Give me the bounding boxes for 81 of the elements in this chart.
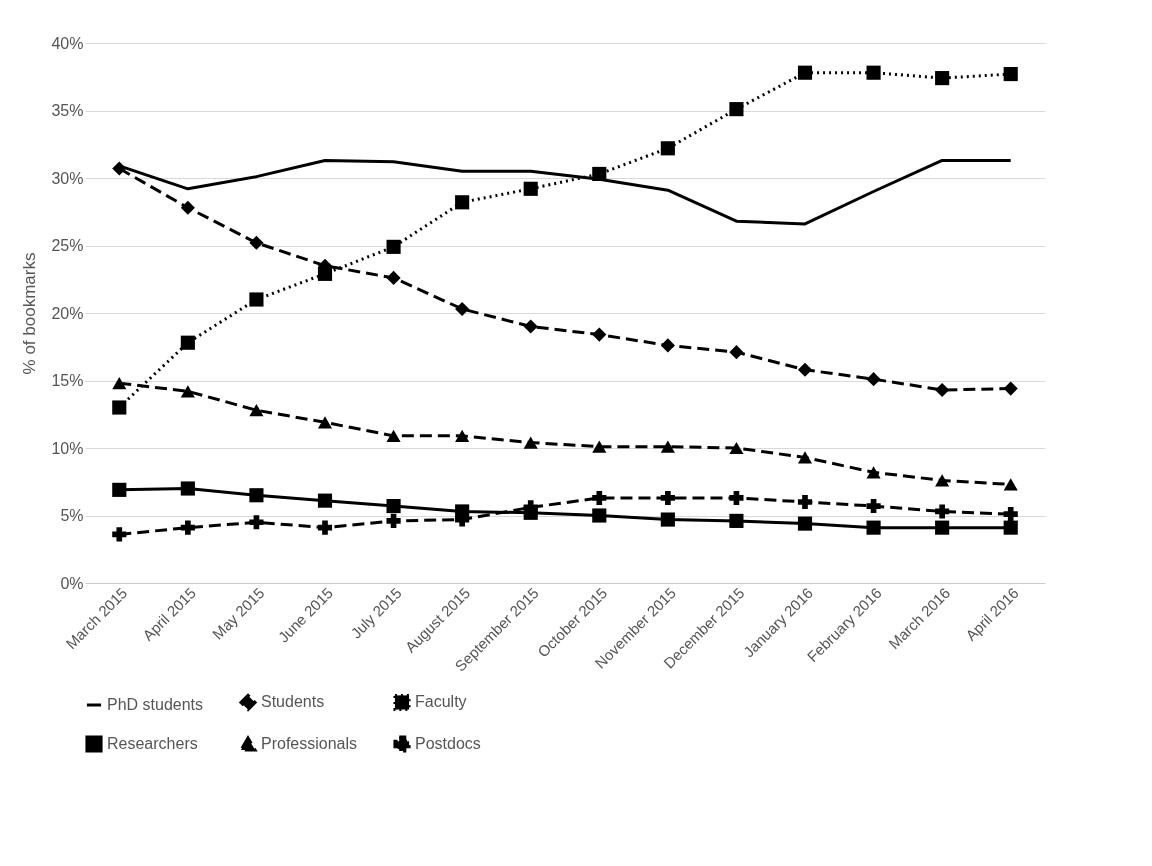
- point: [1003, 478, 1018, 491]
- point: [797, 65, 813, 80]
- point: [180, 200, 195, 215]
- point: [112, 527, 127, 542]
- legend-label: PhD students: [107, 696, 204, 713]
- point: [660, 141, 675, 156]
- point: [797, 516, 813, 531]
- point: [729, 441, 744, 455]
- point: [660, 512, 675, 527]
- point: [935, 71, 950, 86]
- point: [660, 338, 675, 353]
- y-tick-label: 10%: [51, 439, 84, 457]
- point: [249, 404, 264, 417]
- point: [866, 65, 881, 80]
- point: [249, 488, 264, 503]
- point: [386, 498, 401, 514]
- point: [866, 498, 881, 514]
- point: [249, 515, 264, 530]
- legend-label: Students: [261, 693, 325, 711]
- legend-label: Researchers: [107, 735, 198, 752]
- point: [249, 292, 264, 307]
- point: [386, 429, 401, 442]
- point: [112, 482, 127, 497]
- point: [592, 327, 607, 342]
- point: [935, 520, 950, 535]
- point: [523, 436, 538, 449]
- point: [729, 490, 744, 506]
- point: [455, 429, 470, 442]
- legend-label: Professionals: [261, 735, 358, 752]
- point: [592, 490, 607, 506]
- point: [935, 504, 950, 519]
- point: [112, 161, 127, 176]
- legend-label: Faculty: [415, 693, 467, 711]
- point: [729, 513, 744, 528]
- point: [523, 181, 538, 196]
- point: [386, 239, 401, 254]
- point: [180, 481, 195, 496]
- point: [1003, 66, 1018, 82]
- point: [660, 440, 675, 453]
- y-tick-label: 0%: [60, 574, 84, 592]
- point: [729, 345, 744, 360]
- point: [455, 301, 470, 317]
- point: [523, 319, 538, 334]
- point: [797, 494, 813, 510]
- y-tick-label: 30%: [51, 169, 84, 187]
- y-tick-label: 20%: [51, 304, 84, 322]
- point: [180, 520, 195, 535]
- point: [386, 513, 401, 528]
- point: [112, 400, 127, 415]
- point: [386, 270, 401, 285]
- point: [866, 466, 881, 479]
- point: [935, 382, 950, 398]
- point: [317, 416, 333, 429]
- y-axis-title: % of bookmarks: [20, 252, 40, 375]
- point: [866, 372, 881, 387]
- point: [866, 520, 881, 535]
- point: [935, 474, 950, 487]
- point: [317, 493, 333, 508]
- point: [180, 335, 195, 350]
- point: [455, 195, 470, 210]
- point: [317, 520, 333, 535]
- point: [249, 235, 264, 250]
- point: [797, 451, 813, 464]
- y-tick-label: 40%: [51, 34, 84, 52]
- point: [592, 166, 607, 182]
- point: [660, 490, 675, 506]
- point: [592, 440, 607, 453]
- y-tick-label: 35%: [51, 102, 84, 119]
- point: [1003, 520, 1018, 535]
- point: [1003, 507, 1018, 522]
- legend-label: Postdocs: [415, 735, 481, 752]
- y-tick-label: 15%: [51, 372, 84, 389]
- point: [592, 508, 607, 523]
- y-tick-label: 5%: [60, 507, 84, 524]
- point: [729, 102, 744, 117]
- point: [1003, 381, 1018, 396]
- point: [317, 266, 333, 281]
- point: [112, 377, 127, 390]
- point: [180, 385, 195, 398]
- point: [797, 362, 813, 377]
- y-tick-label: 25%: [51, 237, 84, 254]
